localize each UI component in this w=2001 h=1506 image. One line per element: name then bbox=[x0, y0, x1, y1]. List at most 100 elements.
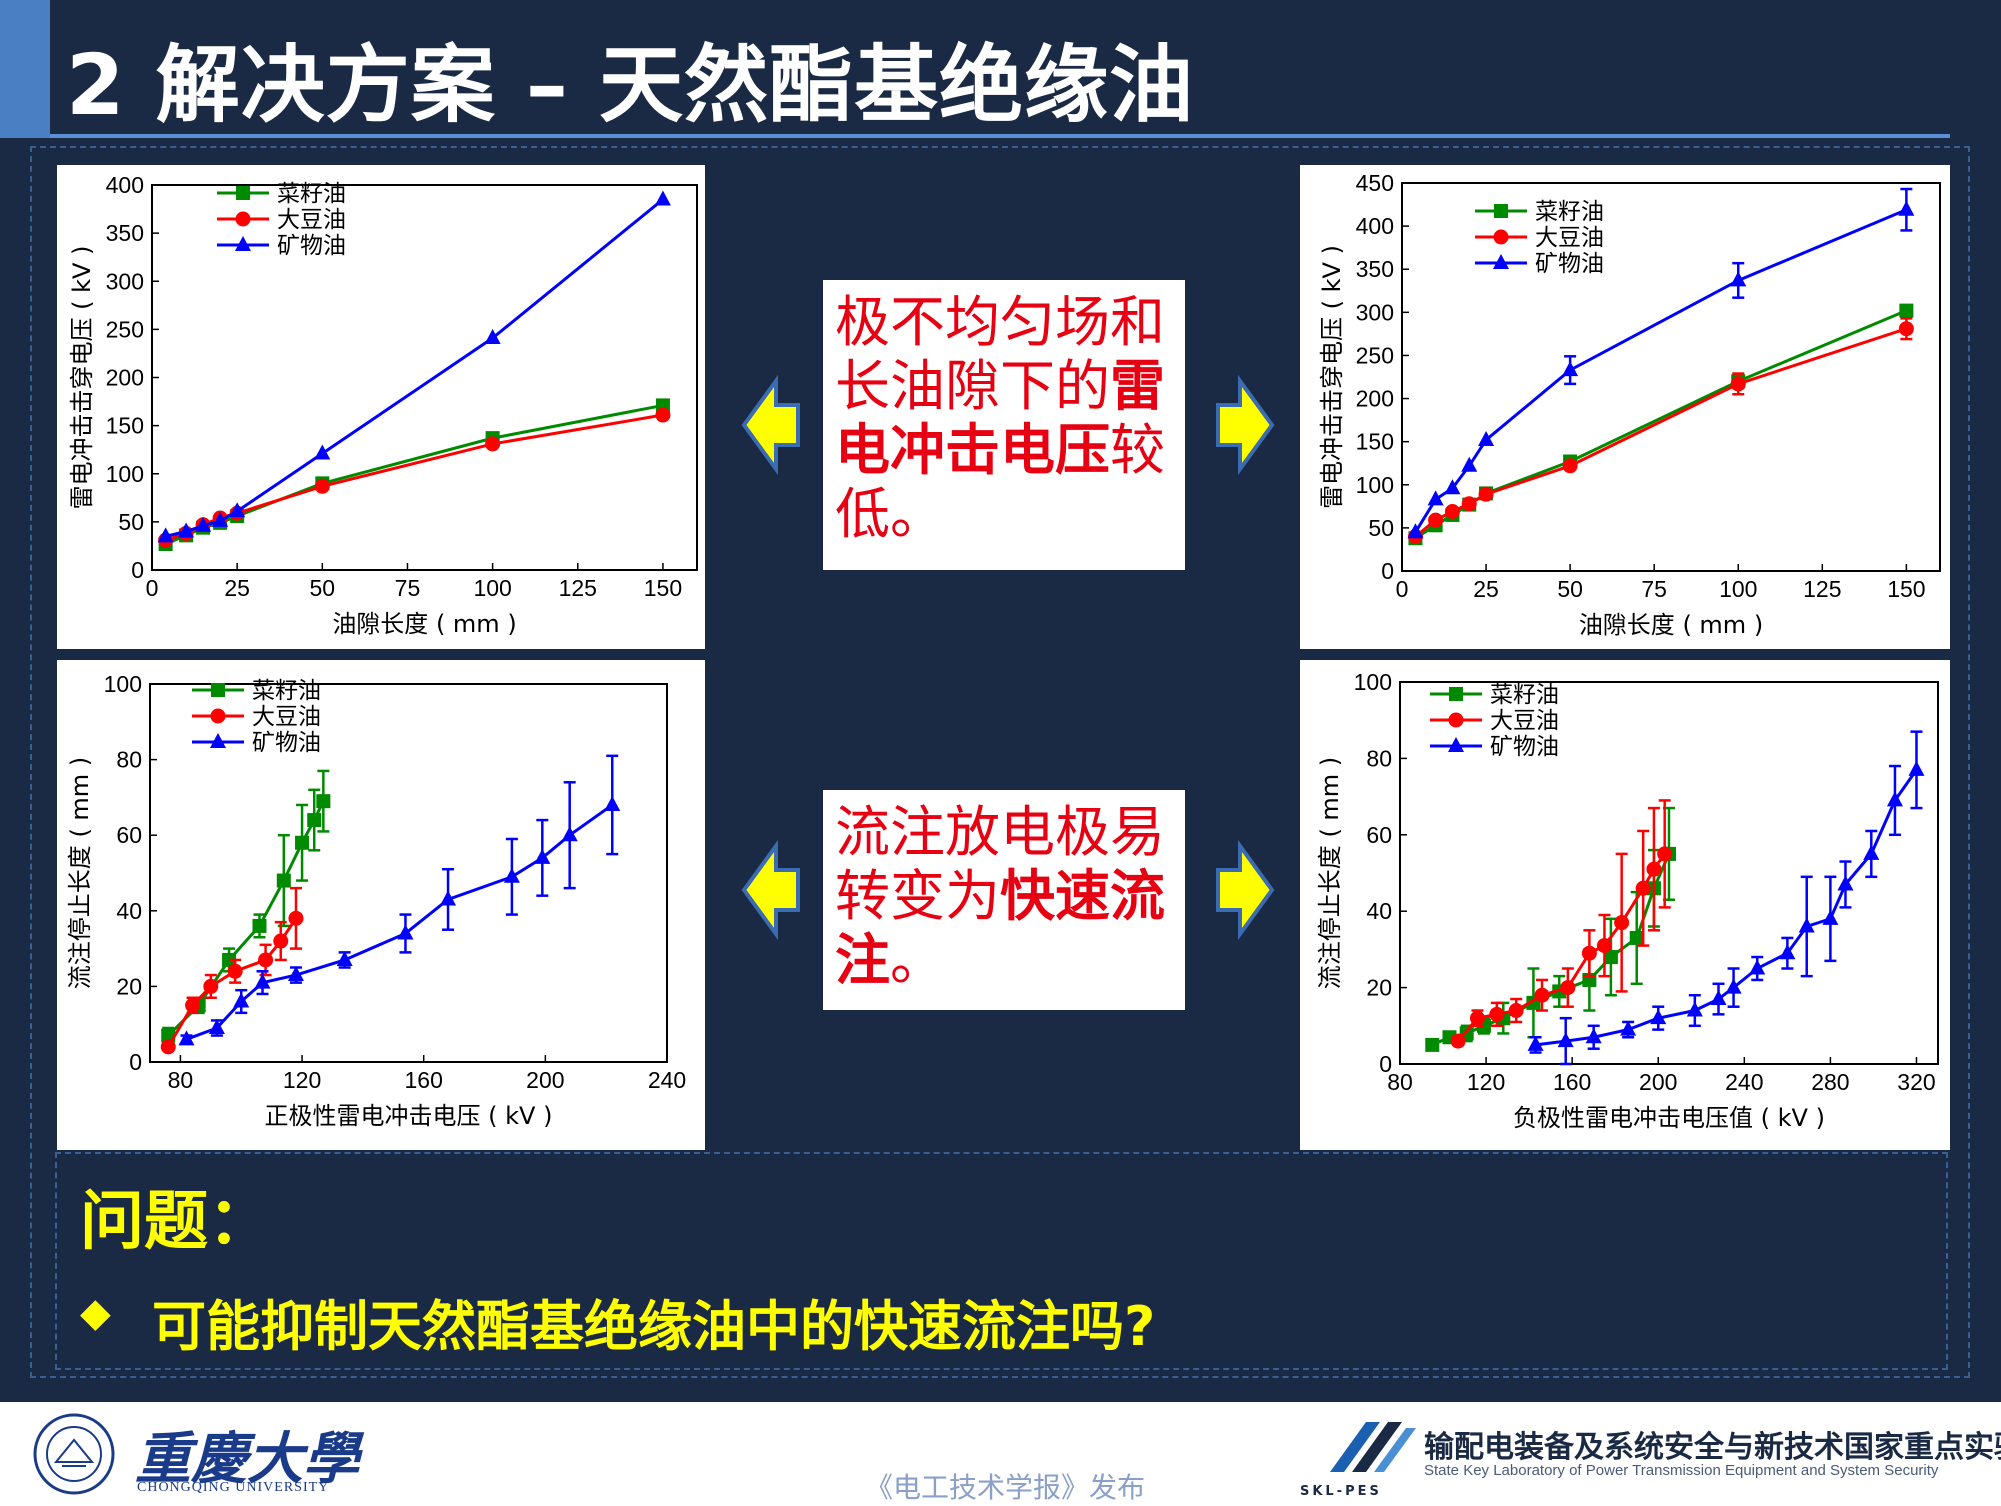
series-1-point bbox=[273, 933, 289, 949]
x-tick-label: 120 bbox=[283, 1067, 321, 1093]
legend-label: 菜籽油 bbox=[277, 181, 346, 207]
content-frame bbox=[30, 146, 1970, 1378]
legend-0-point bbox=[1494, 204, 1508, 218]
x-tick-label: 160 bbox=[405, 1067, 443, 1093]
series-2-point bbox=[1898, 200, 1915, 216]
legend-1-point bbox=[1493, 229, 1509, 245]
y-tick-label: 400 bbox=[106, 172, 144, 198]
question-title: 问题： bbox=[80, 1185, 272, 1259]
y-tick-label: 300 bbox=[1356, 299, 1394, 325]
legend-1-point bbox=[210, 708, 226, 724]
series-2-point bbox=[534, 848, 551, 864]
series-0-point bbox=[295, 835, 310, 850]
legend-label: 菜籽油 bbox=[1490, 682, 1559, 708]
right-arrow-icon bbox=[1216, 375, 1275, 475]
x-tick-label: 75 bbox=[395, 575, 421, 601]
series-1-point bbox=[1581, 945, 1597, 961]
series-1-point bbox=[655, 407, 671, 423]
y-tick-label: 350 bbox=[106, 220, 144, 246]
legend-0-point bbox=[211, 683, 225, 697]
series-2-point bbox=[1779, 944, 1796, 960]
chart-svg: 80 120 160 200 240 0 20 40 60 80 100 正极性雷电冲击电压 ( kV… bbox=[66, 671, 686, 1130]
series-0-point bbox=[252, 918, 267, 933]
y-tick-label: 250 bbox=[1356, 342, 1394, 368]
left-arrow-icon bbox=[741, 840, 800, 940]
x-tick-label: 200 bbox=[1639, 1069, 1677, 1095]
legend-label: 大豆油 bbox=[277, 207, 346, 233]
chart-svg: 0 25 50 75 100 125 150 0 50 100 150 200 250 300 350 400… bbox=[1318, 170, 1941, 639]
y-tick-label: 200 bbox=[1356, 386, 1394, 412]
y-tick-label: 100 bbox=[104, 671, 142, 697]
x-tick-label: 240 bbox=[1725, 1069, 1763, 1095]
legend-0-point bbox=[236, 186, 250, 200]
series-0-point bbox=[307, 813, 322, 828]
y-tick-label: 350 bbox=[1356, 256, 1394, 282]
series-2-point bbox=[1725, 978, 1742, 994]
x-axis-label: 油隙长度 ( mm ) bbox=[332, 610, 516, 638]
x-tick-label: 0 bbox=[1396, 576, 1409, 602]
series-1-point bbox=[227, 963, 243, 979]
series-2-line bbox=[1535, 768, 1918, 1047]
x-tick-label: 280 bbox=[1811, 1069, 1849, 1095]
title-bar: 2 解决方案 – 天然酯基绝缘油 bbox=[0, 0, 2001, 138]
y-tick-label: 400 bbox=[1356, 213, 1394, 239]
series-2-point bbox=[1444, 479, 1461, 495]
series-2-point bbox=[1407, 523, 1424, 539]
y-tick-label: 0 bbox=[131, 557, 144, 583]
series-2-point bbox=[178, 522, 195, 538]
x-tick-label: 100 bbox=[1719, 576, 1757, 602]
series-2-point bbox=[233, 992, 250, 1008]
legend-label: 矿物油 bbox=[252, 730, 321, 756]
question-box bbox=[55, 1152, 1948, 1370]
series-2-point bbox=[1822, 909, 1839, 925]
series-0-line bbox=[1431, 853, 1671, 1047]
chart-panel-positive-streamer: 80 120 160 200 240 0 20 40 60 80 100 正极性雷电冲击电压 ( kV… bbox=[57, 660, 705, 1150]
series-1-point bbox=[314, 478, 330, 494]
university-seal-icon bbox=[33, 1413, 115, 1495]
legend-2-point bbox=[1448, 737, 1464, 752]
series-1-point bbox=[1428, 512, 1444, 528]
university-name-en: CHONGQING UNIVERSITY bbox=[137, 1480, 330, 1495]
series-2-line bbox=[1414, 208, 1907, 533]
series-1-point bbox=[203, 978, 219, 994]
callout-lightning-voltage: 极不均匀场和长油隙下的雷电冲击电压较低。 bbox=[823, 280, 1185, 570]
x-axis-label: 正极性雷电冲击电压 ( kV ) bbox=[265, 1102, 553, 1130]
y-tick-label: 0 bbox=[129, 1049, 142, 1075]
series-2-point bbox=[1461, 456, 1478, 472]
question-text: 可能抑制天然酯基绝缘油中的快速流注吗? bbox=[152, 1295, 1156, 1358]
title-underline bbox=[50, 134, 1950, 138]
legend-label: 菜籽油 bbox=[252, 678, 321, 704]
series-2-point bbox=[397, 924, 414, 940]
y-tick-label: 0 bbox=[1379, 1051, 1392, 1077]
series-1-point bbox=[1596, 938, 1612, 954]
series-1-point bbox=[1469, 1010, 1485, 1026]
legend-label: 矿物油 bbox=[1490, 734, 1559, 760]
series-2-point bbox=[1730, 271, 1747, 287]
legend-0-point bbox=[1449, 687, 1463, 701]
series-2-point bbox=[1562, 361, 1579, 377]
plot-frame bbox=[1399, 681, 1939, 1065]
series-1-point bbox=[1562, 458, 1578, 474]
right-arrow-icon bbox=[1216, 840, 1275, 940]
series-2-point bbox=[1863, 844, 1880, 860]
series-2-point bbox=[1478, 430, 1495, 446]
series-2-point bbox=[1585, 1028, 1602, 1044]
y-tick-label: 80 bbox=[1366, 745, 1392, 771]
series-2-point bbox=[1686, 1001, 1703, 1017]
series-2-point bbox=[1886, 791, 1903, 807]
legend-label: 大豆油 bbox=[1490, 708, 1559, 734]
series-0-point bbox=[222, 952, 237, 967]
x-tick-label: 125 bbox=[559, 575, 597, 601]
series-0-point bbox=[316, 794, 331, 809]
y-tick-label: 100 bbox=[1354, 669, 1392, 695]
series-1-point bbox=[1478, 486, 1494, 502]
callout-text-2: 较低。 bbox=[835, 418, 1166, 546]
series-1-point bbox=[1898, 321, 1914, 337]
x-tick-label: 100 bbox=[473, 575, 511, 601]
y-tick-label: 50 bbox=[1368, 515, 1394, 541]
series-2-point bbox=[254, 973, 271, 989]
callout-text-4: 。 bbox=[890, 928, 946, 992]
series-1-point bbox=[1657, 846, 1673, 862]
series-2-point bbox=[654, 190, 671, 206]
series-1-point bbox=[258, 952, 274, 968]
